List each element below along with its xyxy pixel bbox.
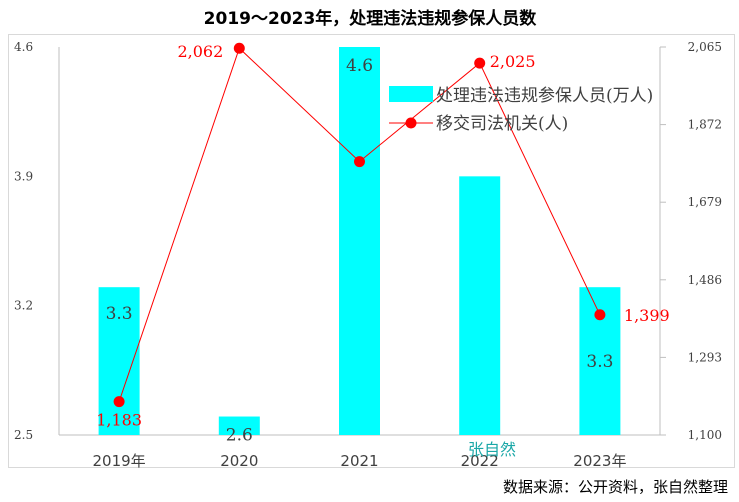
category-label: 2020 <box>220 452 258 470</box>
category-label: 2022 <box>461 452 499 470</box>
line-data-label: 1,399 <box>624 306 670 325</box>
line-series <box>113 42 606 408</box>
chart-title: 2019～2023年，处理违法违规参保人员数 <box>204 8 538 29</box>
source-note: 数据来源：公开资料，张自然整理 <box>503 478 728 496</box>
line-point <box>113 396 125 408</box>
bar <box>459 176 501 436</box>
line-point <box>354 156 365 168</box>
left-tick-label: 2.5 <box>14 428 33 442</box>
legend-line-label: 移交司法机关(人) <box>436 114 568 134</box>
right-axis-ticks: 1,100 1,293 1,486 1,679 1,872 2,065 <box>660 40 722 442</box>
category-label: 2023年 <box>573 452 626 470</box>
bar-data-label: 3.3 <box>106 304 133 324</box>
right-tick-label: 1,872 <box>688 118 722 132</box>
left-tick-label: 4.6 <box>14 40 33 54</box>
right-tick-label: 1,679 <box>688 195 722 209</box>
left-axis-ticks: 2.5 3.2 3.9 4.6 <box>14 40 33 442</box>
legend-line-marker <box>405 117 417 129</box>
line-point <box>594 309 606 321</box>
right-tick-label: 1,100 <box>688 428 722 442</box>
bar-series <box>98 47 621 436</box>
bar-data-label: 2.6 <box>226 426 253 446</box>
chart-frame <box>8 34 735 468</box>
left-tick-label: 3.9 <box>14 169 33 183</box>
line-data-label: 2,025 <box>490 52 536 71</box>
line-point <box>474 57 486 69</box>
category-label: 2021 <box>340 452 378 470</box>
bar-data-label: 3.3 <box>586 352 613 372</box>
right-tick-label: 1,486 <box>688 273 722 287</box>
bar-data-labels: 3.3 2.6 4.6 3.3 <box>106 56 614 446</box>
left-tick-label: 3.2 <box>14 299 33 313</box>
line-data-label: 2,062 <box>177 42 223 61</box>
bar <box>339 47 380 435</box>
line-point <box>233 42 245 54</box>
bar-data-label: 4.6 <box>346 56 373 76</box>
watermark-text: 张自然 <box>468 440 516 459</box>
legend-bar-swatch <box>389 86 433 102</box>
line-data-label: 1,183 <box>96 411 142 430</box>
bar <box>218 416 260 435</box>
legend-bar-label: 处理违法违规参保人员(万人) <box>436 86 653 106</box>
right-tick-label: 1,293 <box>688 350 722 364</box>
line-data-labels: 1,183 2,062 2,025 1,399 <box>96 42 670 429</box>
category-labels: 2019年 2020 2021 2022 2023年 <box>93 452 627 470</box>
category-label: 2019年 <box>93 452 146 470</box>
right-tick-label: 2,065 <box>688 40 722 54</box>
legend[interactable]: 处理违法违规参保人员(万人) 移交司法机关(人) <box>389 86 653 134</box>
